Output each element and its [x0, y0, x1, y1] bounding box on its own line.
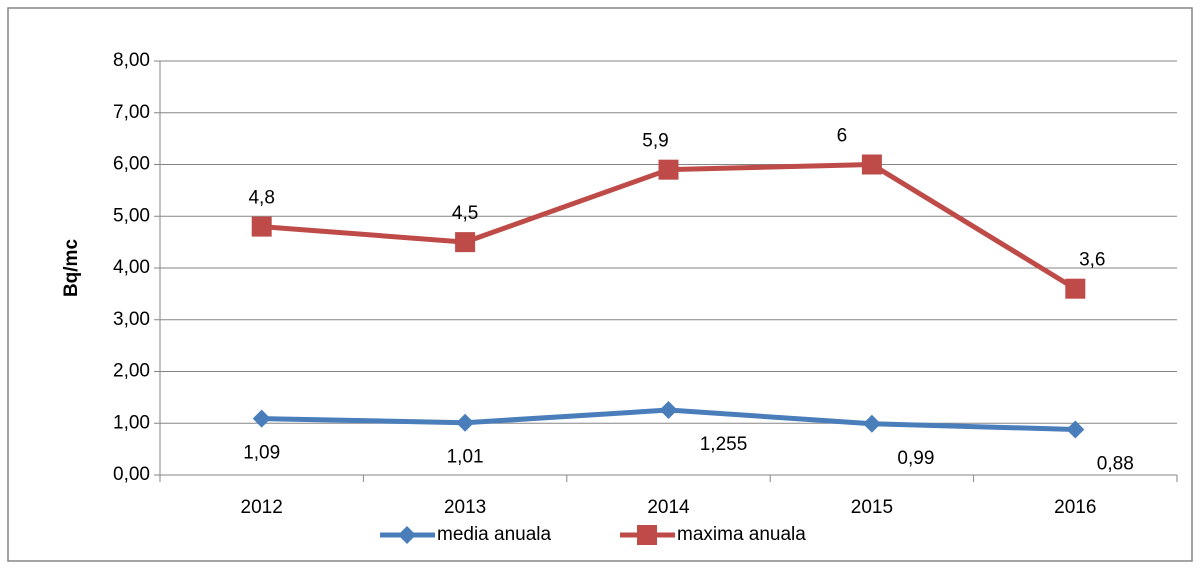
y-tick-label: 8,00: [113, 50, 150, 71]
data-label: 0,88: [1097, 453, 1134, 474]
data-label: 0,99: [897, 448, 934, 469]
data-label: 1,01: [447, 447, 484, 468]
chart-frame: [7, 7, 1193, 562]
x-tick-label: 2014: [647, 497, 690, 518]
marker: [456, 413, 475, 432]
marker: [251, 216, 272, 237]
x-tick-label: 2013: [444, 497, 486, 518]
data-label: 4,5: [452, 203, 478, 224]
data-label: 6: [837, 126, 848, 147]
y-tick-label: 3,00: [113, 309, 150, 330]
y-tick-label: 7,00: [113, 102, 150, 123]
marker: [252, 409, 271, 428]
marker: [1066, 420, 1085, 439]
marker: [659, 401, 678, 420]
y-tick-label: 6,00: [113, 154, 150, 175]
marker: [861, 154, 882, 175]
data-label: 1,255: [700, 434, 748, 455]
data-label: 1,09: [243, 443, 280, 464]
legend-label: maxima anuala: [677, 524, 806, 545]
legend-label: media anuala: [437, 524, 552, 545]
data-label: 4,8: [248, 188, 274, 209]
x-tick-label: 2016: [1054, 497, 1096, 518]
y-tick-label: 4,00: [113, 257, 150, 278]
x-tick-label: 2015: [851, 497, 893, 518]
y-tick-label: 2,00: [113, 361, 150, 382]
data-label: 5,9: [642, 131, 668, 152]
data-label: 3,6: [1079, 250, 1105, 271]
x-tick-label: 2012: [241, 497, 283, 518]
marker: [455, 232, 476, 253]
y-tick-label: 0,00: [113, 464, 150, 485]
marker: [637, 525, 657, 545]
marker: [1065, 278, 1086, 299]
y-tick-label: 1,00: [113, 412, 150, 433]
y-tick-label: 5,00: [113, 205, 150, 226]
marker: [398, 526, 416, 544]
marker: [862, 414, 881, 433]
marker: [658, 159, 679, 180]
y-axis-title: Bq/mc: [61, 239, 82, 298]
